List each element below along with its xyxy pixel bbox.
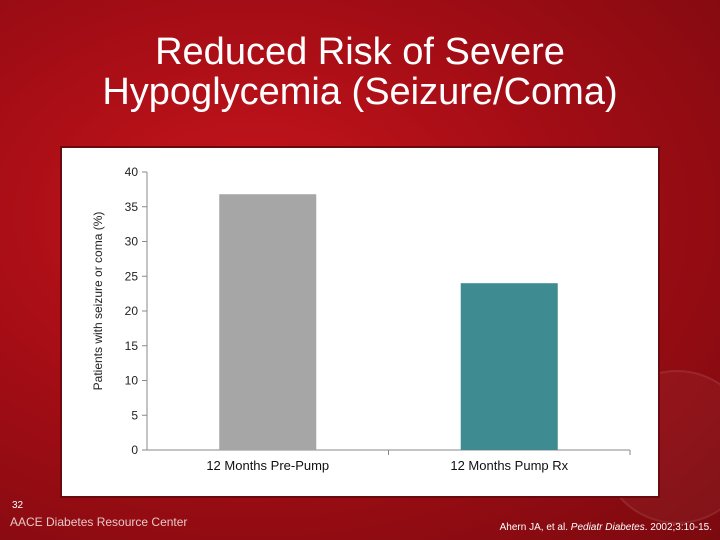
y-tick-label: 25 (125, 269, 139, 283)
citation-journal: Pediatr Diabetes (570, 522, 645, 533)
title-line-1: Reduced Risk of Severe (155, 31, 565, 73)
chart-panel: 0 5 10 15 20 25 30 35 40 Patients with seizure or… (60, 146, 660, 498)
x-tick-label: 12 Months Pre-Pump (206, 458, 329, 473)
y-tick-label: 20 (125, 304, 139, 318)
y-tick-label: 40 (125, 165, 139, 179)
citation-details: . 2002;3:10-15. (644, 522, 712, 533)
y-axis-label: Patients with seizure or coma (%) (91, 212, 105, 391)
bar-2 (460, 283, 558, 450)
y-tick-label: 15 (125, 339, 139, 353)
slide-title: Reduced Risk of Severe Hypoglycemia (Sei… (0, 32, 720, 112)
y-tick-label: 5 (131, 408, 138, 422)
bar-chart: 0 5 10 15 20 25 30 35 40 Patients with seizure or… (91, 165, 631, 473)
citation-authors: Ahern JA, et al. (499, 522, 571, 533)
footer-logo: AACE Diabetes Resource Center (10, 515, 188, 529)
y-tick-label: 10 (125, 374, 139, 388)
y-tick-label: 30 (125, 235, 139, 249)
title-line-2: Hypoglycemia (Seizure/Coma) (102, 71, 618, 113)
x-tick-label: 12 Months Pump Rx (450, 458, 568, 473)
citation: Ahern JA, et al. Pediatr Diabetes. 2002;… (500, 522, 712, 533)
y-tick-label: 0 (131, 443, 138, 457)
y-tick-label: 35 (125, 200, 139, 214)
bar-1 (219, 194, 317, 450)
slide-number: 32 (12, 500, 24, 511)
